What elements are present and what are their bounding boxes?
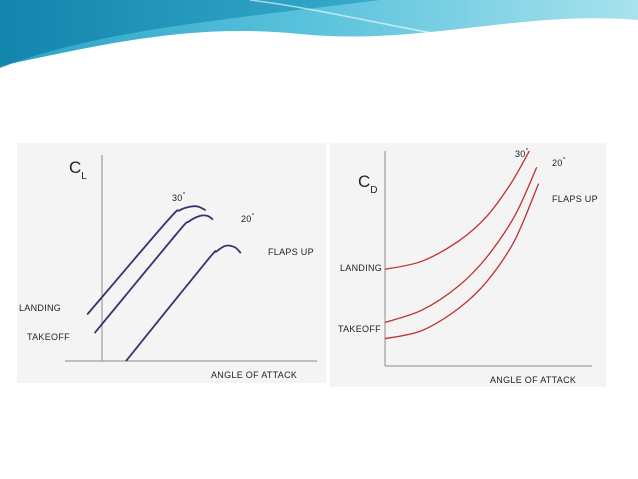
cl-degree-mark-0: ° [183, 191, 186, 199]
drag-coefficient-chart: CD ANGLE OF ATTACK 30° 20° FLAPS UP LANDING TA… [338, 147, 598, 385]
cd-axes [384, 151, 592, 367]
cd-labels: CD ANGLE OF ATTACK 30° 20° FLAPS UP LANDING TA… [338, 147, 598, 385]
cl-takeoff-label: TAKEOFF [27, 332, 70, 342]
cd-landing-label: LANDING [340, 263, 382, 273]
cl-series-lines [86, 205, 242, 362]
cd-degree-mark-1: ° [563, 156, 566, 164]
cd-series-line-2 [384, 183, 540, 340]
cd-series-line-0 [384, 150, 530, 270]
lift-coefficient-chart: CL ANGLE OF ATTACK 30° 20° FLAPS UP LANDING TA… [19, 155, 317, 380]
cd-degree-mark-0: ° [526, 147, 529, 155]
cl-series-label-0: 30° [172, 191, 186, 203]
cl-x-axis-title: ANGLE OF ATTACK [211, 370, 297, 380]
cd-takeoff-label: TAKEOFF [338, 324, 381, 334]
cl-y-axis-subscript: L [81, 171, 87, 182]
cl-series-label-2: FLAPS UP [268, 247, 314, 257]
cl-axes [65, 155, 317, 362]
cl-series-line-2 [125, 244, 242, 362]
cl-series-label-1: 20° [241, 212, 255, 224]
lift-coefficient-chart-panel: CL ANGLE OF ATTACK 30° 20° FLAPS UP LANDING TA… [17, 143, 326, 383]
cl-series-line-1 [93, 214, 214, 334]
cd-x-axis-title: ANGLE OF ATTACK [490, 375, 576, 385]
cd-y-axis-subscript: D [370, 185, 377, 196]
cl-y-axis-title: CL [69, 158, 87, 182]
cd-series-label-0: 30° [515, 147, 529, 159]
decorative-header-banner [0, 0, 638, 71]
cl-series-line-0 [86, 205, 207, 316]
cl-degree-mark-1: ° [252, 212, 255, 220]
cd-series-label-1: 20° [552, 156, 566, 168]
cd-series-label-2: FLAPS UP [552, 194, 598, 204]
drag-coefficient-chart-panel: CD ANGLE OF ATTACK 30° 20° FLAPS UP LANDING TA… [330, 143, 606, 387]
cl-labels: CL ANGLE OF ATTACK 30° 20° FLAPS UP LANDING TA… [19, 158, 314, 380]
cd-series-lines [384, 150, 540, 340]
cd-series-line-1 [384, 167, 538, 324]
cl-landing-label: LANDING [19, 303, 61, 313]
cd-y-axis-title: CD [358, 172, 378, 196]
